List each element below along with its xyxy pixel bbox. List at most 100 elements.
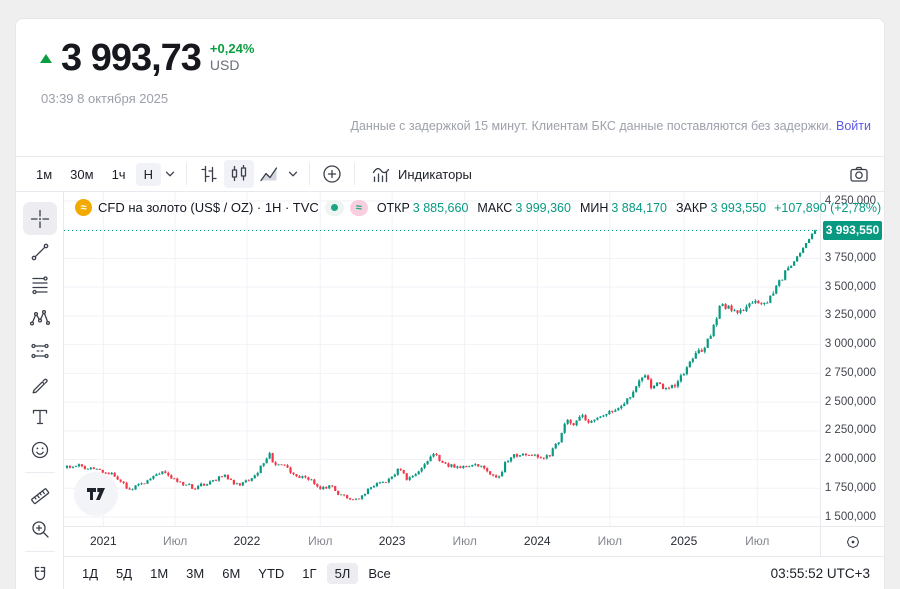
interval-button-Н[interactable]: Н <box>136 163 161 186</box>
legend-change: +107,890 (+2,78%) <box>774 201 881 215</box>
time-axis-label-2023: 2023 <box>379 534 406 548</box>
range-button-Все[interactable]: Все <box>360 563 398 584</box>
emoji-tool-icon[interactable] <box>23 433 57 466</box>
zoom-in-tool-icon[interactable] <box>23 512 57 545</box>
time-axis-label-2022: 2022 <box>234 534 261 548</box>
time-axis[interactable]: 2021Июл2022Июл2023Июл2024Июл2025Июл <box>64 526 820 556</box>
interval-button-1м[interactable]: 1м <box>28 163 60 186</box>
range-button-1Г[interactable]: 1Г <box>294 563 324 584</box>
header: 3 993,73 +0,24% USD 03:39 8 октября 2025… <box>16 19 884 156</box>
price-axis-label: 2 250,000 <box>825 424 876 436</box>
price-axis-label: 3 000,000 <box>825 338 876 350</box>
last-price: 3 993,73 <box>61 39 201 79</box>
ohlc-value: 3 884,170 <box>611 201 667 215</box>
interval-button-30м[interactable]: 30м <box>62 163 101 186</box>
brush-tool-icon[interactable] <box>23 367 57 400</box>
ohlc-label: ЗАКР <box>676 201 708 215</box>
approx-data-pill[interactable]: ≈ <box>350 200 368 216</box>
crosshair-tool-icon[interactable] <box>23 202 57 235</box>
compare-plus-icon[interactable] <box>317 160 347 188</box>
time-axis-label-Июл: Июл <box>598 534 622 548</box>
legend-ohlc: ОТКР3 885,660 МАКС3 999,360 МИН3 884,170 ЗА… <box>368 201 766 215</box>
bars-style-icon[interactable] <box>194 160 224 188</box>
ruler-tool-icon[interactable] <box>23 479 57 512</box>
axis-settings-corner[interactable] <box>821 526 884 556</box>
ohlc-label: МИН <box>580 201 608 215</box>
range-button-1М[interactable]: 1М <box>142 563 176 584</box>
grid <box>64 192 820 526</box>
ohlc-value: 3 999,360 <box>515 201 571 215</box>
toolbar-divider <box>186 163 187 185</box>
up-arrow-icon <box>40 54 52 63</box>
range-button-6М[interactable]: 6М <box>214 563 248 584</box>
interval-button-1ч[interactable]: 1ч <box>104 163 134 186</box>
price-axis: 3 993,550 4 250,0003 750,0003 500,0003 2… <box>820 192 884 556</box>
chart-toolbar: 1м30м1чН Индикато <box>16 156 884 192</box>
magnet-tool-icon[interactable] <box>23 558 57 589</box>
style-chevron-down-icon[interactable] <box>284 160 302 188</box>
price-axis-label: 2 750,000 <box>825 367 876 379</box>
chart-row: ≈ CFD на золото (US$ / OZ) · 1H · TVC ≈ … <box>64 192 884 556</box>
market-status-dot-pill[interactable] <box>325 200 344 216</box>
price-axis-label: 1 500,000 <box>825 511 876 523</box>
time-axis-label-2025: 2025 <box>671 534 698 548</box>
camera-icon[interactable] <box>844 160 874 188</box>
price-axis-label: 1 750,000 <box>825 482 876 494</box>
toolbar-divider <box>309 163 310 185</box>
delay-notice: Данные с задержкой 15 минут. Клиентам БК… <box>351 119 871 133</box>
symbol-logo-icon: ≈ <box>75 199 92 216</box>
chart-column: ≈ CFD на золото (US$ / OZ) · 1H · TVC ≈ … <box>64 192 820 556</box>
clock[interactable]: 03:55:52 UTC+3 <box>771 566 870 581</box>
ohlc-value: 3 993,550 <box>711 201 767 215</box>
ohlc-label: МАКС <box>477 201 512 215</box>
bottom-bar: 1Д5Д1М3М6МYTD1Г5ЛВсе 03:55:52 UTC+3 <box>64 556 884 589</box>
price-axis-label: 2 000,000 <box>825 453 876 465</box>
symbol-title[interactable]: CFD на золото (US$ / OZ) · 1H · TVC <box>98 200 319 215</box>
range-button-YTD[interactable]: YTD <box>250 563 292 584</box>
interval-group: 1м30м1чН <box>28 163 161 186</box>
chart-body: ≈ CFD на золото (US$ / OZ) · 1H · TVC ≈ … <box>16 192 884 589</box>
candles-style-icon[interactable] <box>224 160 254 188</box>
login-link[interactable]: Войти <box>836 119 871 133</box>
time-axis-label-Июл: Июл <box>163 534 187 548</box>
indicators-label: Индикаторы <box>398 167 472 182</box>
range-button-5Л[interactable]: 5Л <box>327 563 359 584</box>
tradingview-watermark[interactable] <box>74 472 118 516</box>
long-position-tool-icon[interactable] <box>23 334 57 367</box>
toolbar-divider <box>354 163 355 185</box>
range-button-5Д[interactable]: 5Д <box>108 563 140 584</box>
time-axis-label-2024: 2024 <box>524 534 551 548</box>
trend-line-tool-icon[interactable] <box>23 235 57 268</box>
price-axis-label: 3 750,000 <box>825 252 876 264</box>
time-axis-label-2021: 2021 <box>90 534 117 548</box>
time-axis-label-Июл: Июл <box>452 534 476 548</box>
chart-plot[interactable]: ≈ CFD на золото (US$ / OZ) · 1H · TVC ≈ … <box>64 192 820 526</box>
page: 3 993,73 +0,24% USD 03:39 8 октября 2025… <box>0 0 900 589</box>
gear-icon <box>844 533 862 551</box>
ohlc-label: ОТКР <box>377 201 410 215</box>
fib-retracement-tool-icon[interactable] <box>23 268 57 301</box>
tools-divider <box>25 472 55 473</box>
chart-widget-card: 3 993,73 +0,24% USD 03:39 8 октября 2025… <box>15 18 885 589</box>
price-axis-labels[interactable]: 3 993,550 4 250,0003 750,0003 500,0003 2… <box>821 192 884 526</box>
change-percent: +0,24% <box>210 41 254 56</box>
ohlc-value: 3 885,660 <box>413 201 469 215</box>
last-price-tag: 3 993,550 <box>823 221 882 240</box>
chart-legend: ≈ CFD на золото (US$ / OZ) · 1H · TVC ≈ … <box>75 199 881 216</box>
range-button-1Д[interactable]: 1Д <box>74 563 106 584</box>
candlestick-chart <box>64 192 820 526</box>
market-status-dot-icon <box>331 204 338 211</box>
indicators-button[interactable]: Индикаторы <box>362 159 480 189</box>
text-tool-icon[interactable] <box>23 400 57 433</box>
price-timestamp: 03:39 8 октября 2025 <box>41 91 168 106</box>
tools-divider <box>25 551 55 552</box>
interval-chevron-down-icon[interactable] <box>161 160 179 188</box>
range-button-3М[interactable]: 3М <box>178 563 212 584</box>
xabcd-pattern-tool-icon[interactable] <box>23 301 57 334</box>
currency-label: USD <box>210 57 254 73</box>
range-group: 1Д5Д1М3М6МYTD1Г5ЛВсе <box>74 563 399 584</box>
chart-right-wrap: ≈ CFD на золото (US$ / OZ) · 1H · TVC ≈ … <box>64 192 884 589</box>
price-axis-label: 3 250,000 <box>825 309 876 321</box>
area-style-icon[interactable] <box>254 160 284 188</box>
price-row: 3 993,73 +0,24% USD <box>40 39 860 79</box>
